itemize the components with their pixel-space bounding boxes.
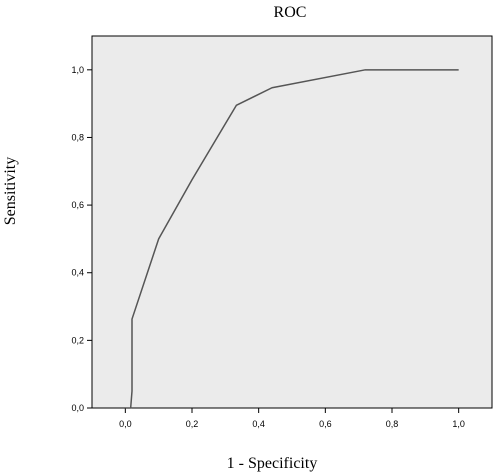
- x-tick-label: 0,8: [386, 419, 399, 429]
- x-tick-label: 0,4: [252, 419, 265, 429]
- y-tick-label: 0,0: [71, 403, 84, 413]
- chart-title: ROC: [274, 4, 307, 21]
- plot-area: [91, 35, 493, 409]
- x-tick-label: 0,2: [186, 419, 199, 429]
- y-tick-label: 0,6: [71, 200, 84, 210]
- y-tick-label: 0,8: [71, 132, 84, 142]
- y-axis: 0,0 0,2 0,4 0,6 0,8 1,0: [71, 65, 92, 413]
- x-tick-label: 1,0: [452, 419, 465, 429]
- y-tick-label: 0,4: [71, 268, 84, 278]
- y-tick-label: 1,0: [71, 65, 84, 75]
- x-tick-label: 0,0: [119, 419, 132, 429]
- roc-series: [125, 69, 459, 409]
- x-axis-label: 1 - Specificity: [227, 455, 318, 472]
- x-tick-label: 0,6: [319, 419, 332, 429]
- x-axis: 0,0 0,2 0,4 0,6 0,8 1,0: [119, 408, 465, 429]
- y-axis-label: Sensitivity: [2, 157, 19, 225]
- y-tick-label: 0,2: [71, 335, 84, 345]
- roc-curve-line: [125, 69, 459, 409]
